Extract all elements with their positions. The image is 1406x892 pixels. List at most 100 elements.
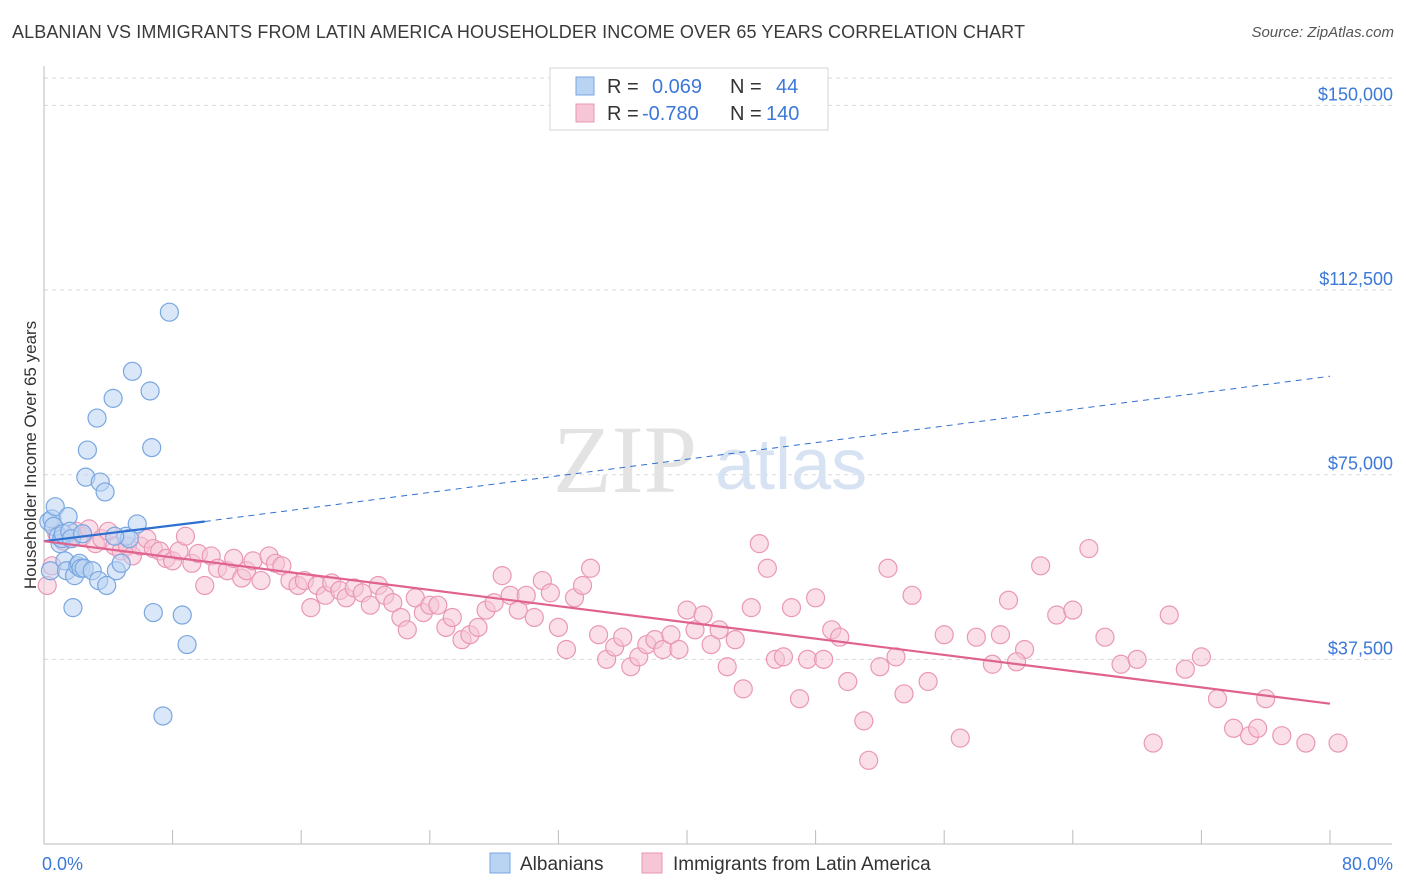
stats-swatch-latin	[575, 103, 595, 123]
albanian-point	[72, 524, 93, 544]
latin-america-point	[428, 595, 448, 615]
stats-legend: R = 0.069 N = 44 R = -0.780 N = 140	[549, 67, 829, 131]
albanian-point	[159, 302, 179, 322]
latin-america-point	[717, 657, 737, 677]
chart-title: ALBANIAN VS IMMIGRANTS FROM LATIN AMERIC…	[12, 22, 1026, 42]
y-tick-label: $150,000	[1318, 84, 1393, 104]
latin-america-point	[1328, 733, 1348, 753]
latin-america-point	[1191, 647, 1212, 667]
latin-america-point	[749, 534, 769, 554]
x-ticks	[43, 830, 1331, 844]
latin-america-point	[781, 598, 802, 618]
latin-america-points	[37, 519, 1348, 770]
latin-america-point	[175, 526, 196, 546]
albanian-point	[45, 497, 65, 517]
stats-r-value-albanians: 0.069	[652, 76, 702, 98]
latin-america-point	[902, 585, 922, 605]
latin-america-point	[1063, 600, 1083, 620]
latin-america-point	[797, 649, 818, 669]
source-label: Source: ZipAtlas.com	[1251, 24, 1394, 41]
watermark-zip: ZIP	[553, 406, 697, 513]
albanian-points	[39, 302, 197, 726]
stats-n-value-albanians: 44	[776, 76, 798, 98]
latin-america-point	[1272, 726, 1292, 746]
latin-america-point	[1256, 689, 1276, 709]
legend-swatch-albanians	[489, 852, 511, 874]
albanian-point	[95, 482, 115, 502]
latin-america-point	[859, 750, 879, 770]
latin-america-point	[251, 570, 271, 591]
albanian-point	[143, 602, 163, 623]
latin-america-point	[1006, 652, 1027, 672]
latin-america-point	[1296, 733, 1316, 753]
stats-r-value-latin: -0.780	[642, 103, 699, 125]
latin-america-point	[950, 728, 970, 748]
latin-america-point	[1159, 605, 1179, 625]
latin-america-point	[360, 595, 380, 615]
latin-america-point	[1143, 733, 1163, 753]
latin-america-point	[540, 583, 560, 603]
latin-america-point	[1047, 605, 1067, 625]
legend-label-albanians: Albanians	[520, 854, 603, 875]
latin-america-point	[556, 639, 577, 660]
x-tick-label-max: 80.0%	[1342, 854, 1393, 874]
y-tick-label: $112,500	[1319, 269, 1393, 289]
latin-america-point	[1248, 718, 1268, 738]
albanian-trend-line	[43, 520, 205, 543]
latin-america-point	[870, 657, 890, 677]
latin-america-point	[383, 593, 403, 613]
x-tick-label-min: 0.0%	[42, 854, 83, 874]
albanian-trend-line	[204, 375, 1331, 522]
latin-america-point	[580, 558, 601, 578]
latin-america-point	[669, 639, 689, 660]
watermark-atlas: atlas	[715, 425, 867, 505]
albanian-point	[103, 388, 123, 408]
latin-america-point	[934, 625, 954, 645]
stats-legend-box	[549, 67, 829, 131]
albanian-point	[142, 438, 162, 458]
latin-america-point	[741, 598, 761, 618]
albanian-point	[63, 598, 83, 618]
latin-america-point	[195, 575, 215, 596]
latin-america-point	[613, 627, 633, 647]
latin-america-point	[301, 598, 321, 618]
latin-america-point	[1223, 718, 1244, 738]
legend-swatch-latin	[641, 852, 663, 874]
latin-america-point	[701, 634, 721, 655]
albanian-point	[77, 440, 98, 460]
stats-swatch-albanians	[575, 76, 595, 96]
latin-america-point	[709, 620, 729, 640]
albanian-point	[172, 605, 192, 625]
stats-n-label-latin: N =	[730, 103, 762, 125]
latin-america-point	[516, 585, 536, 605]
latin-america-point	[1127, 649, 1147, 669]
latin-america-trend-line	[43, 540, 1331, 705]
stats-n-label-albanians: N =	[730, 76, 762, 98]
y-tick-labels: $37,500 $75,000 $112,500 $150,000	[1318, 84, 1393, 658]
latin-america-point	[805, 588, 826, 608]
latin-america-point	[918, 671, 938, 692]
y-tick-label: $37,500	[1328, 638, 1393, 658]
latin-america-point	[854, 711, 874, 731]
albanian-point	[111, 553, 131, 573]
latin-america-point	[725, 630, 745, 650]
latin-america-point	[733, 679, 753, 699]
latin-america-point	[693, 605, 713, 625]
albanian-point	[153, 706, 173, 726]
latin-america-point	[1031, 556, 1051, 576]
albanian-point	[105, 526, 125, 546]
latin-america-point	[1111, 654, 1131, 674]
latin-america-point	[224, 548, 244, 569]
stats-n-value-latin: 140	[766, 103, 799, 125]
latin-america-point	[878, 558, 898, 578]
latin-america-point	[442, 607, 462, 628]
latin-america-point	[548, 617, 569, 637]
albanian-point	[122, 361, 143, 381]
stats-r-label-latin: R =	[607, 103, 639, 125]
axes	[43, 66, 1392, 845]
latin-america-point	[982, 654, 1003, 674]
legend-label-latin: Immigrants from Latin America	[673, 854, 931, 875]
latin-america-point	[894, 684, 914, 704]
y-tick-label: $75,000	[1328, 454, 1393, 474]
latin-america-point	[661, 625, 681, 645]
